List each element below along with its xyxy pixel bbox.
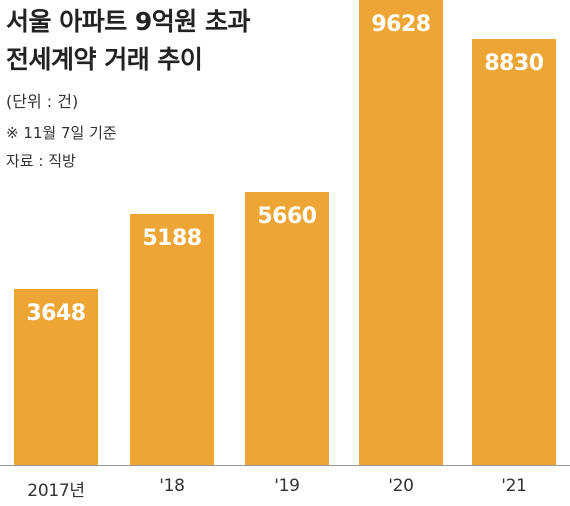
x-tick-label-1: '18 — [159, 476, 185, 496]
unit-label: (단위 : 건) — [6, 92, 79, 111]
chart-title-line-1: 서울 아파트 9억원 초과 — [6, 7, 251, 36]
bar-value-label-0: 3648 — [26, 301, 86, 326]
x-tick-label-2: '19 — [274, 476, 300, 496]
bar-4 — [472, 39, 556, 465]
bar-1 — [130, 214, 214, 465]
bar-value-label-3: 9628 — [371, 12, 431, 37]
date-note: ※ 11월 7일 기준 — [6, 124, 117, 142]
chart-title-line-2: 전세계약 거래 추이 — [6, 45, 203, 74]
bar-value-label-2: 5660 — [257, 204, 317, 229]
bar-3 — [359, 0, 443, 465]
bar-0 — [14, 289, 98, 465]
bar-2 — [245, 192, 329, 465]
x-tick-label-3: '20 — [388, 476, 414, 496]
x-tick-label-4: '21 — [501, 476, 527, 496]
bar-value-label-4: 8830 — [484, 51, 544, 76]
x-tick-label-0: 2017년 — [27, 481, 85, 501]
x-axis-baseline — [0, 465, 570, 466]
bar-value-label-1: 5188 — [142, 226, 202, 251]
source-label: 자료 : 직방 — [6, 152, 76, 170]
